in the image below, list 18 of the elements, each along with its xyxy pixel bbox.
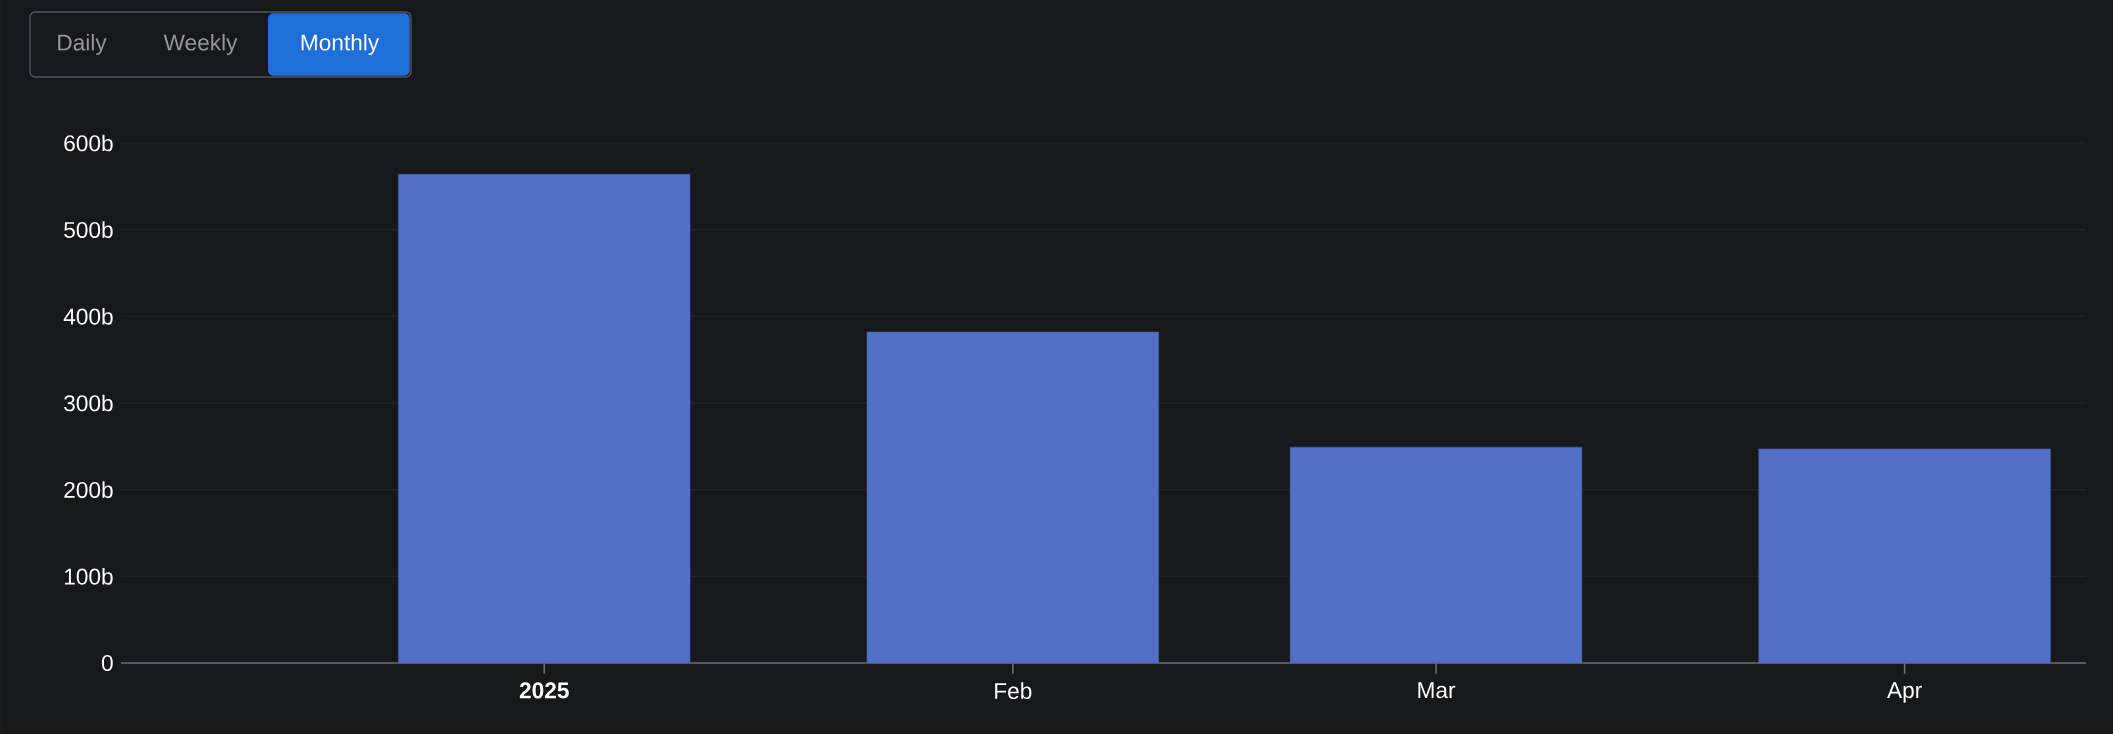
y-tick-label: 200b: [64, 481, 113, 498]
y-tick-label: 100b: [64, 568, 113, 585]
bar: [866, 331, 1159, 664]
y-tick-label: 500b: [64, 221, 113, 238]
bar: [1758, 448, 2051, 664]
text: Monthly: [301, 33, 380, 56]
y-tick-label: 300b: [64, 394, 113, 412]
x-tick-label: 2025: [519, 682, 569, 699]
y-tick-label: 0: [101, 654, 113, 672]
bar: [1289, 446, 1583, 664]
bar: [398, 173, 691, 664]
y-tick-label: 400b: [63, 308, 113, 325]
text: Daily: [58, 33, 107, 56]
x-tick-label: Mar: [1418, 682, 1456, 699]
x-tick-label: Feb: [995, 682, 1032, 700]
text: Weekly: [163, 33, 238, 56]
y-tick-label: 600b: [64, 134, 113, 152]
x-tick-label: Apr: [1887, 682, 1922, 703]
